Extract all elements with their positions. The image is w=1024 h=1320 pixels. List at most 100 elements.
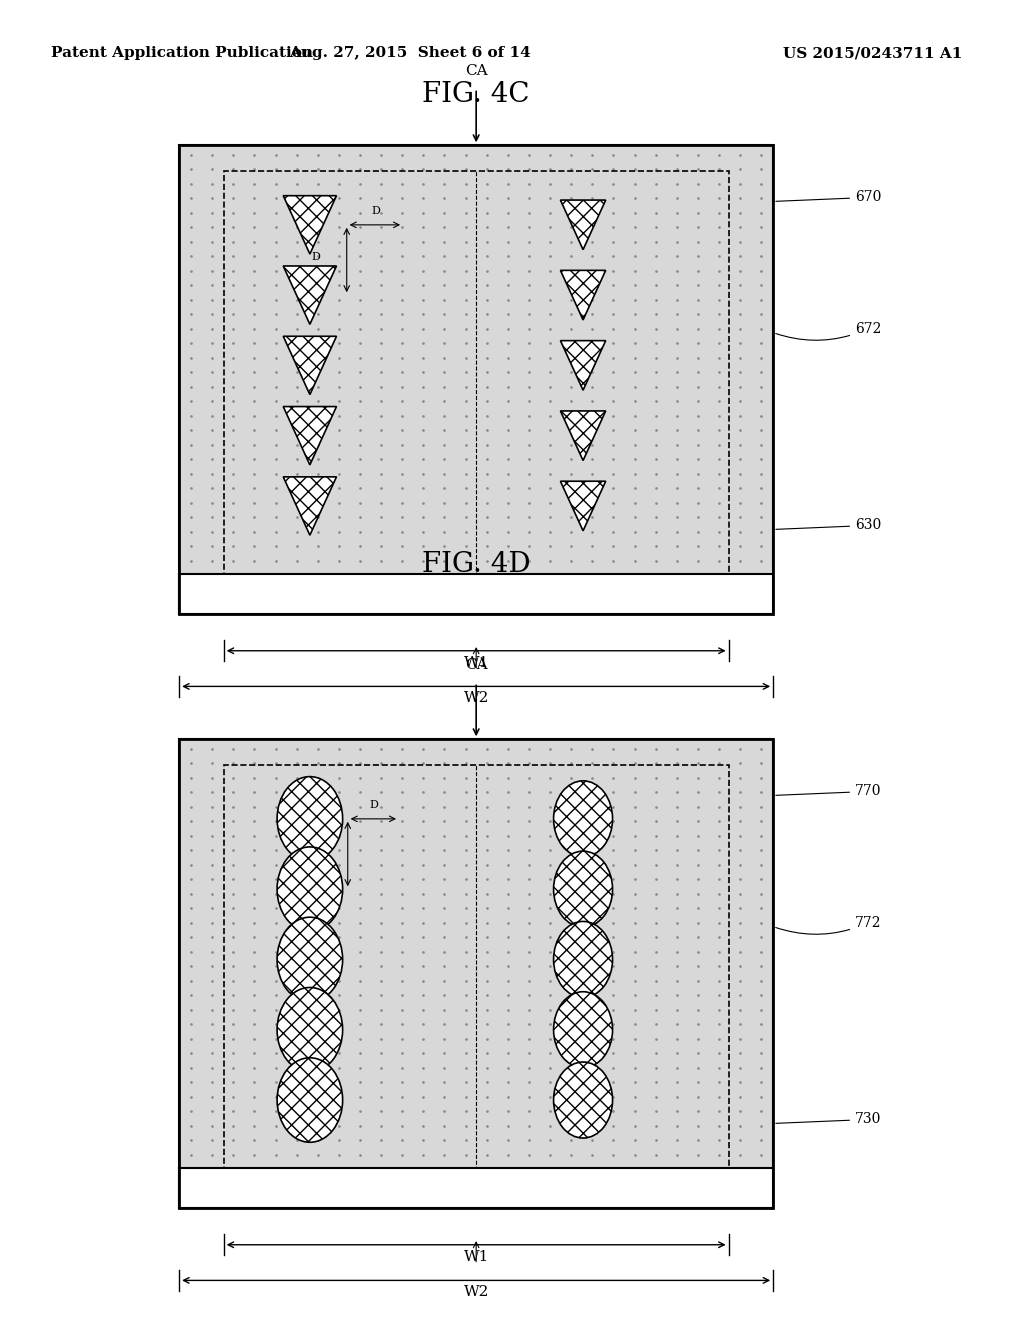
- Point: [478, 1014, 495, 1035]
- Point: [753, 347, 769, 368]
- Point: [204, 970, 220, 991]
- Point: [289, 144, 305, 165]
- Point: [183, 869, 200, 890]
- Point: [331, 187, 347, 209]
- Point: [690, 333, 707, 354]
- Point: [584, 594, 600, 615]
- Point: [478, 1101, 495, 1122]
- Point: [542, 289, 558, 310]
- Point: [605, 1101, 622, 1122]
- Point: [732, 1173, 749, 1195]
- Point: [711, 405, 727, 426]
- Point: [711, 869, 727, 890]
- Point: [183, 434, 200, 455]
- Point: [394, 536, 411, 557]
- Point: [605, 187, 622, 209]
- Point: [352, 391, 369, 412]
- Point: [394, 781, 411, 803]
- Point: [394, 1101, 411, 1122]
- Point: [373, 289, 389, 310]
- Point: [500, 478, 516, 499]
- Point: [394, 999, 411, 1020]
- Point: [627, 318, 643, 339]
- Point: [458, 275, 474, 296]
- Point: [711, 463, 727, 484]
- Point: [584, 738, 600, 759]
- Point: [352, 752, 369, 774]
- Point: [647, 216, 664, 238]
- Point: [732, 536, 749, 557]
- Point: [309, 869, 326, 890]
- Point: [352, 1130, 369, 1151]
- Point: [246, 738, 262, 759]
- Point: [352, 202, 369, 223]
- Point: [669, 202, 685, 223]
- Point: [289, 1101, 305, 1122]
- Point: [458, 463, 474, 484]
- Point: [246, 1057, 262, 1078]
- Point: [331, 405, 347, 426]
- Point: [267, 970, 284, 991]
- Point: [204, 941, 220, 962]
- Point: [753, 173, 769, 194]
- Point: [605, 260, 622, 281]
- Point: [478, 1028, 495, 1049]
- Point: [500, 463, 516, 484]
- Point: [521, 594, 538, 615]
- Point: [711, 304, 727, 325]
- Point: [373, 1115, 389, 1137]
- Bar: [179, 739, 773, 1208]
- Point: [183, 289, 200, 310]
- Point: [647, 738, 664, 759]
- Point: [584, 463, 600, 484]
- Point: [669, 781, 685, 803]
- Point: [669, 376, 685, 397]
- Point: [183, 391, 200, 412]
- Point: [500, 1028, 516, 1049]
- Point: [753, 231, 769, 252]
- Point: [225, 158, 242, 180]
- Point: [753, 854, 769, 875]
- Point: [309, 565, 326, 586]
- Point: [563, 738, 580, 759]
- Point: [331, 463, 347, 484]
- Point: [458, 810, 474, 832]
- Point: [225, 1086, 242, 1107]
- Point: [458, 507, 474, 528]
- Point: [711, 594, 727, 615]
- Point: [500, 840, 516, 861]
- Point: [352, 1028, 369, 1049]
- Point: [521, 463, 538, 484]
- Point: [500, 970, 516, 991]
- Point: [267, 1028, 284, 1049]
- Point: [711, 144, 727, 165]
- Point: [183, 202, 200, 223]
- Point: [246, 173, 262, 194]
- Point: [732, 478, 749, 499]
- Point: [289, 420, 305, 441]
- Point: [690, 796, 707, 817]
- Point: [225, 594, 242, 615]
- Point: [627, 507, 643, 528]
- Point: [627, 941, 643, 962]
- Point: [394, 333, 411, 354]
- Point: [478, 521, 495, 543]
- Point: [711, 1043, 727, 1064]
- Point: [331, 1057, 347, 1078]
- Point: [289, 594, 305, 615]
- Point: [183, 781, 200, 803]
- Point: [563, 1130, 580, 1151]
- Point: [289, 796, 305, 817]
- Point: [669, 391, 685, 412]
- Point: [563, 478, 580, 499]
- Point: [500, 289, 516, 310]
- Point: [627, 1173, 643, 1195]
- Point: [563, 781, 580, 803]
- Point: [478, 1159, 495, 1180]
- Point: [563, 158, 580, 180]
- Point: [246, 550, 262, 572]
- Point: [331, 781, 347, 803]
- Point: [415, 1130, 431, 1151]
- Point: [563, 579, 580, 601]
- Point: [394, 854, 411, 875]
